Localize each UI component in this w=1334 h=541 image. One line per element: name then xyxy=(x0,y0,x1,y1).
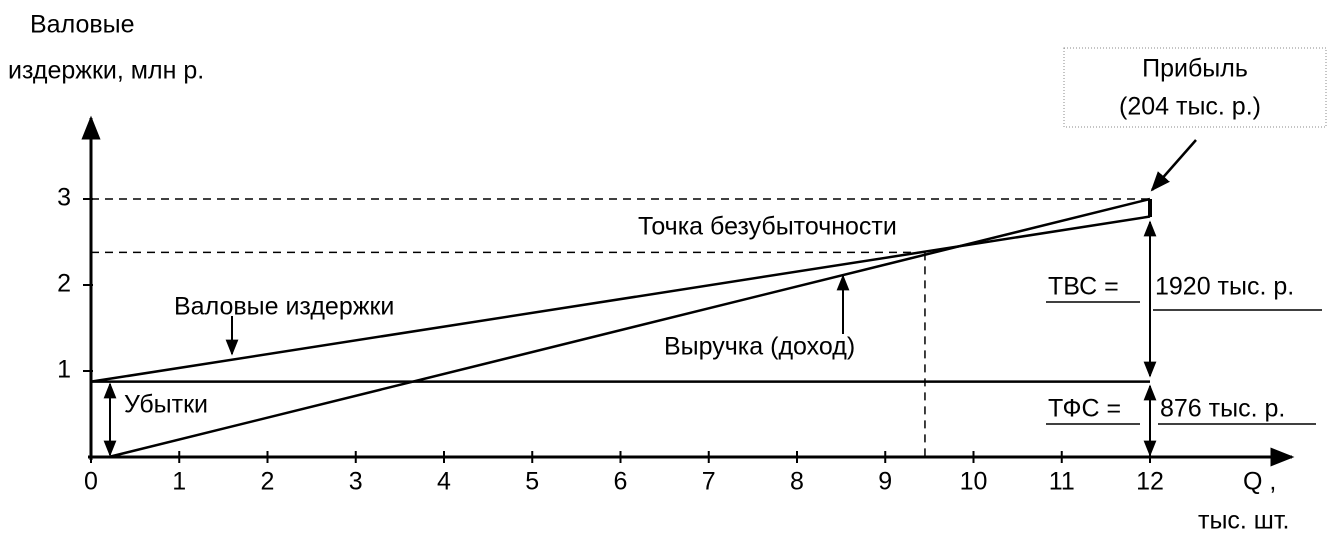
x-tick-label: 8 xyxy=(790,468,804,496)
x-tick-label: 7 xyxy=(702,468,716,496)
y-tick-label: 1 xyxy=(57,356,71,384)
series-line xyxy=(90,215,1151,383)
x-tick-label: 6 xyxy=(614,468,628,496)
series-label: Выручка (доход) xyxy=(664,333,855,361)
x-tick-label: 11 xyxy=(1049,468,1075,496)
series-line xyxy=(108,197,1151,459)
y-axis-label: издержки, млн р. xyxy=(8,57,204,85)
y-axis-label: Валовые xyxy=(30,11,135,39)
breakeven-label: Точка безубыточности xyxy=(638,213,897,241)
x-axis-label: Q , xyxy=(1243,468,1276,496)
y-tick-label: 3 xyxy=(57,184,71,212)
x-tick-label: 4 xyxy=(437,468,451,496)
profit-box xyxy=(1063,47,1327,128)
tfc-label: ТФС = xyxy=(1048,395,1121,423)
profit-label: Прибыль xyxy=(1142,55,1248,83)
x-tick-label: 5 xyxy=(525,468,539,496)
x-tick-label: 0 xyxy=(84,468,98,496)
arrow xyxy=(1150,139,1197,192)
loss-label: Убытки xyxy=(124,391,208,419)
tfc-value: 876 тыс. р. xyxy=(1160,395,1285,423)
profit-label: (204 тыс. р.) xyxy=(1119,93,1261,121)
x-axis-label: тыс. шт. xyxy=(1198,507,1290,535)
tvc-value: 1920 тыс. р. xyxy=(1155,273,1294,301)
x-tick-label: 9 xyxy=(878,468,892,496)
x-tick-label: 12 xyxy=(1136,468,1164,496)
y-tick-label: 2 xyxy=(57,270,71,298)
x-tick-label: 3 xyxy=(349,468,363,496)
x-tick-label: 10 xyxy=(960,468,988,496)
x-tick-label: 2 xyxy=(261,468,275,496)
tvc-label: ТВС = xyxy=(1048,273,1119,301)
series-label: Валовые издержки xyxy=(174,293,394,321)
x-tick-label: 1 xyxy=(172,468,186,496)
